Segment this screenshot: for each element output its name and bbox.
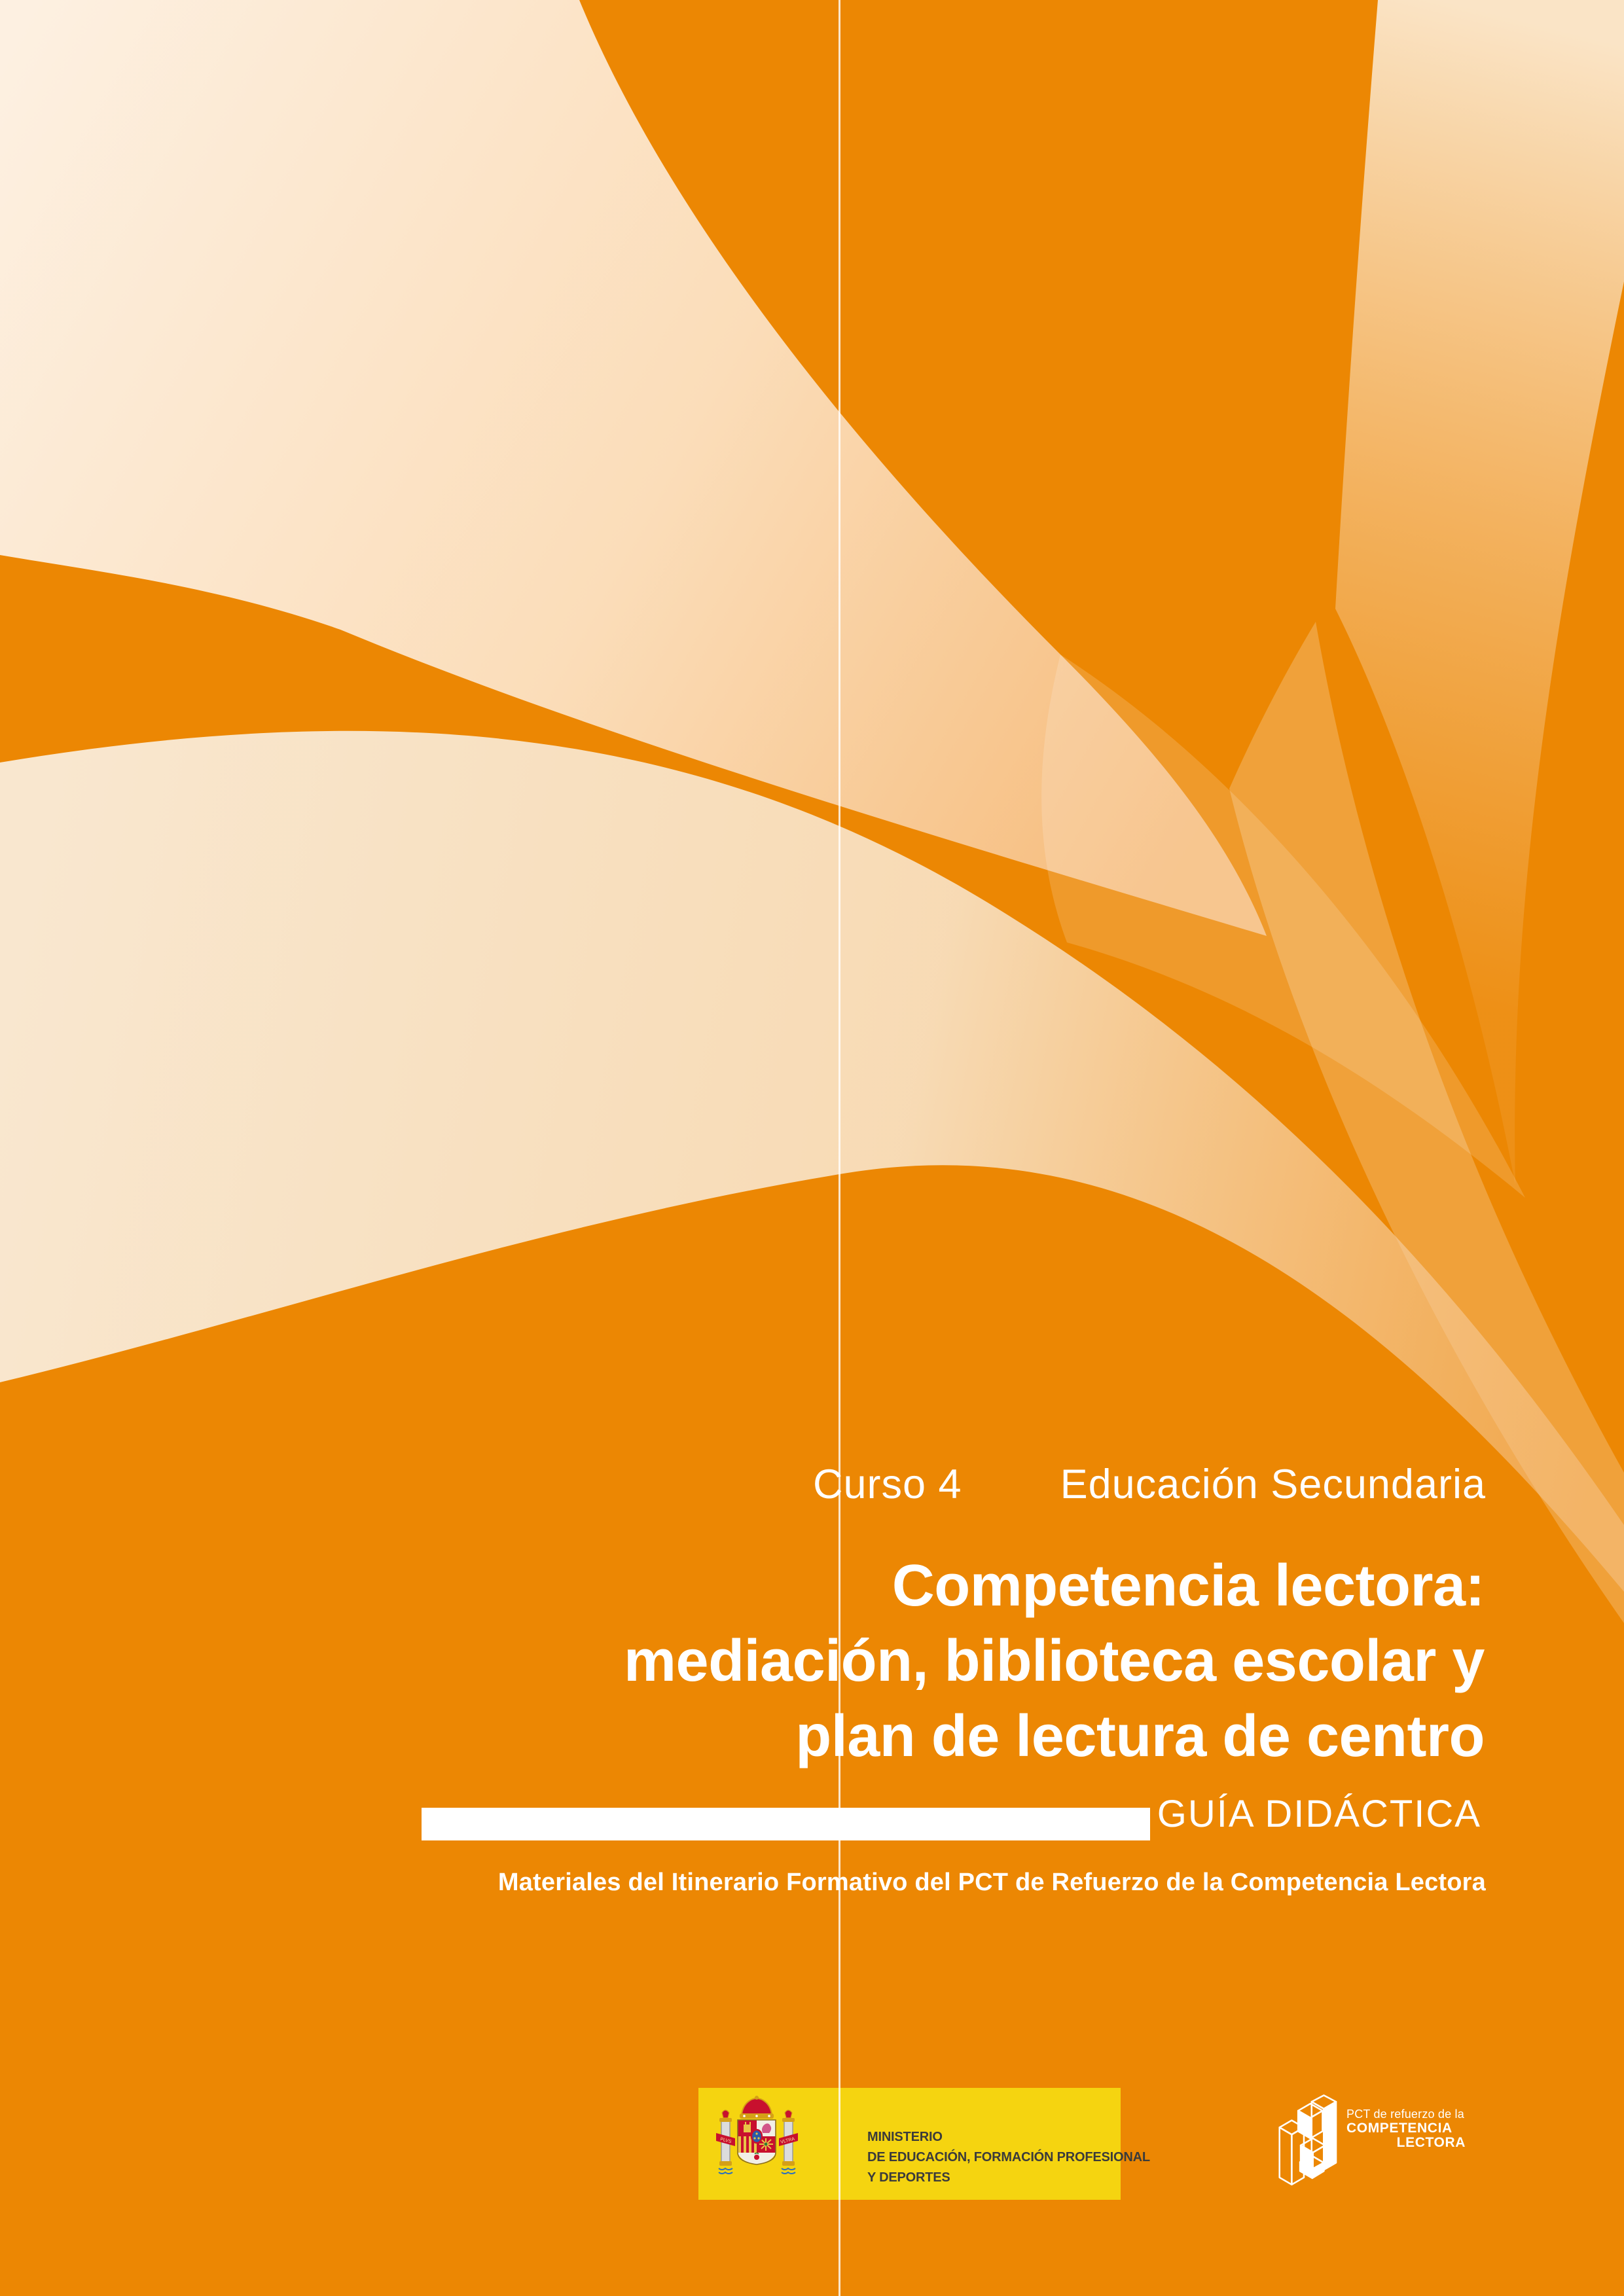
left-pillar (718, 2109, 733, 2174)
stage-label: Educación Secundaria (1060, 1462, 1486, 1507)
cover-title-line-2: mediación, biblioteca escolar y (624, 1628, 1485, 1694)
background-wash-top-left (0, 0, 1267, 936)
ministry-name-line-3: Y DEPORTES (867, 2170, 950, 2185)
pct-tagline: PCT de refuerzo de la (1346, 2108, 1464, 2121)
cover-title-line-1: Competencia lectora: (892, 1553, 1485, 1619)
materials-credit: Materiales del Itinerario Formativo del … (497, 1869, 1486, 1896)
course-label: Curso 4 (812, 1462, 962, 1507)
ministry-name-line-2: DE EDUCACIÓN, FORMACIÓN PROFESIONAL (867, 2150, 1150, 2164)
ministry-name: MINISTERIO DE EDUCACIÓN, FORMACIÓN PROFE… (867, 2127, 1150, 2188)
pct-blocks-icon (1278, 2094, 1337, 2185)
edition-underline-bar (422, 1808, 1150, 1840)
pct-logo-text: PCT de refuerzo de la COMPETENCIA LECTOR… (1346, 2108, 1466, 2150)
background-streak (1229, 622, 1624, 1623)
background-band-top-right (1335, 0, 1624, 1185)
cover-title-line-3: plan de lectura de centro (795, 1704, 1485, 1769)
ministry-logo-plate: PLVS VLTRA MINISTERIO DE EDUCACIÓN, FORM… (698, 2088, 1150, 2200)
course-stage-row: Curso 4 Educación Secundaria (813, 1461, 1486, 1508)
ministry-name-line-1: MINISTERIO (867, 2130, 943, 2144)
cover-title: Competencia lectora: mediación, bibliote… (624, 1549, 1485, 1774)
spain-coat-of-arms-icon: PLVS VLTRA (716, 2096, 798, 2174)
edition-tag: GUÍA DIDÁCTICA (1157, 1793, 1481, 1835)
pct-brand-line-2: LECTORA (1396, 2135, 1466, 2150)
royal-crown (740, 2096, 774, 2119)
background-echo-band (1041, 655, 1525, 1198)
vertical-fold-line (839, 0, 840, 2296)
background-cream-wave (0, 730, 1624, 1592)
shield (737, 2119, 776, 2165)
pct-brand-line-1: COMPETENCIA (1346, 2121, 1453, 2136)
crest-motto-left: PLVS (720, 2137, 732, 2144)
pct-logo: PCT de refuerzo de la COMPETENCIA LECTOR… (1271, 2092, 1467, 2191)
